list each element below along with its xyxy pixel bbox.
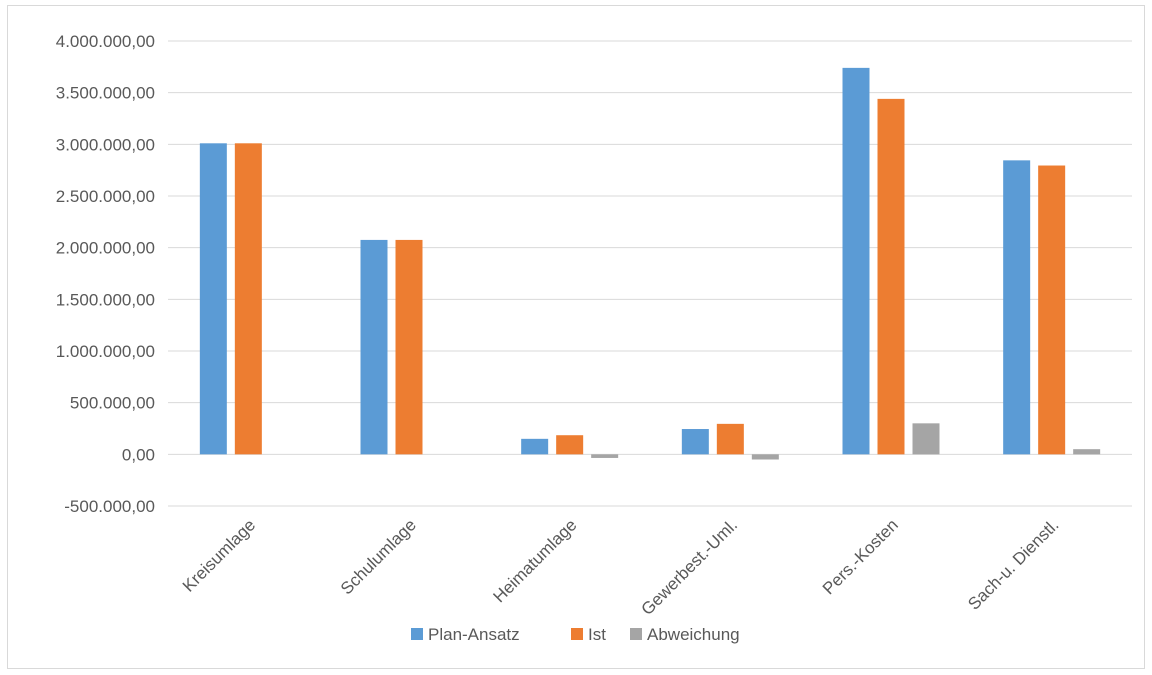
- legend-swatch: [571, 628, 583, 640]
- legend-label: Ist: [588, 625, 606, 644]
- y-tick-label: 4.000.000,00: [56, 32, 155, 51]
- y-tick-label: 3.500.000,00: [56, 84, 155, 103]
- y-tick-label: 0,00: [122, 445, 155, 464]
- bar-ist-0: [234, 143, 262, 455]
- y-tick-label: 3.000.000,00: [56, 135, 155, 154]
- gridlines: [168, 40, 1132, 507]
- x-tick-label: Kreisumlage: [179, 515, 259, 595]
- bar-ist-3: [716, 423, 744, 455]
- bar-chart: 4.000.000,00 3.500.000,00 3.000.000,00 2.50…: [56, 32, 1132, 644]
- y-tick-label: 1.500.000,00: [56, 290, 155, 309]
- bar-abweichung-3: [751, 454, 779, 460]
- y-tick-label: 500.000,00: [70, 394, 155, 413]
- legend-label: Abweichung: [647, 625, 740, 644]
- bar-abweichung-5: [1073, 449, 1101, 455]
- bar-ist-5: [1038, 165, 1066, 455]
- x-axis-tick-labels: Kreisumlage Schulumlage Heimatumlage Gewerb…: [179, 515, 1063, 619]
- x-tick-label: Gewerbest.-Uml.: [638, 515, 742, 619]
- chart-container: 4.000.000,00 3.500.000,00 3.000.000,00 2.50…: [7, 5, 1145, 669]
- y-tick-label: 2.500.000,00: [56, 187, 155, 206]
- legend-swatch: [411, 628, 423, 640]
- bar-plan-ansatz-0: [199, 143, 227, 455]
- y-axis-tick-labels: 4.000.000,00 3.500.000,00 3.000.000,00 2.50…: [56, 32, 155, 516]
- bars: [199, 67, 1101, 460]
- y-tick-label: 1.000.000,00: [56, 342, 155, 361]
- bar-ist-2: [556, 435, 584, 455]
- bar-ist-1: [395, 239, 423, 455]
- bar-abweichung-2: [591, 454, 619, 458]
- y-tick-label: 2.000.000,00: [56, 239, 155, 258]
- x-tick-label: Sach-u. Dienstl.: [964, 515, 1062, 613]
- legend-label: Plan-Ansatz: [428, 625, 520, 644]
- x-tick-label: Schulumlage: [337, 515, 420, 598]
- bar-ist-4: [877, 98, 905, 455]
- legend-swatch: [630, 628, 642, 640]
- bar-plan-ansatz-2: [521, 438, 549, 455]
- y-tick-label: -500.000,00: [64, 497, 155, 516]
- bar-plan-ansatz-5: [1003, 160, 1031, 455]
- bar-plan-ansatz-3: [681, 429, 709, 455]
- x-tick-label: Heimatumlage: [490, 515, 581, 606]
- bar-plan-ansatz-4: [842, 67, 870, 455]
- x-tick-label: Pers.-Kosten: [819, 515, 902, 598]
- legend: Plan-Ansatz Ist Abweichung: [411, 625, 740, 644]
- bar-abweichung-4: [912, 423, 940, 455]
- bar-plan-ansatz-1: [360, 239, 388, 455]
